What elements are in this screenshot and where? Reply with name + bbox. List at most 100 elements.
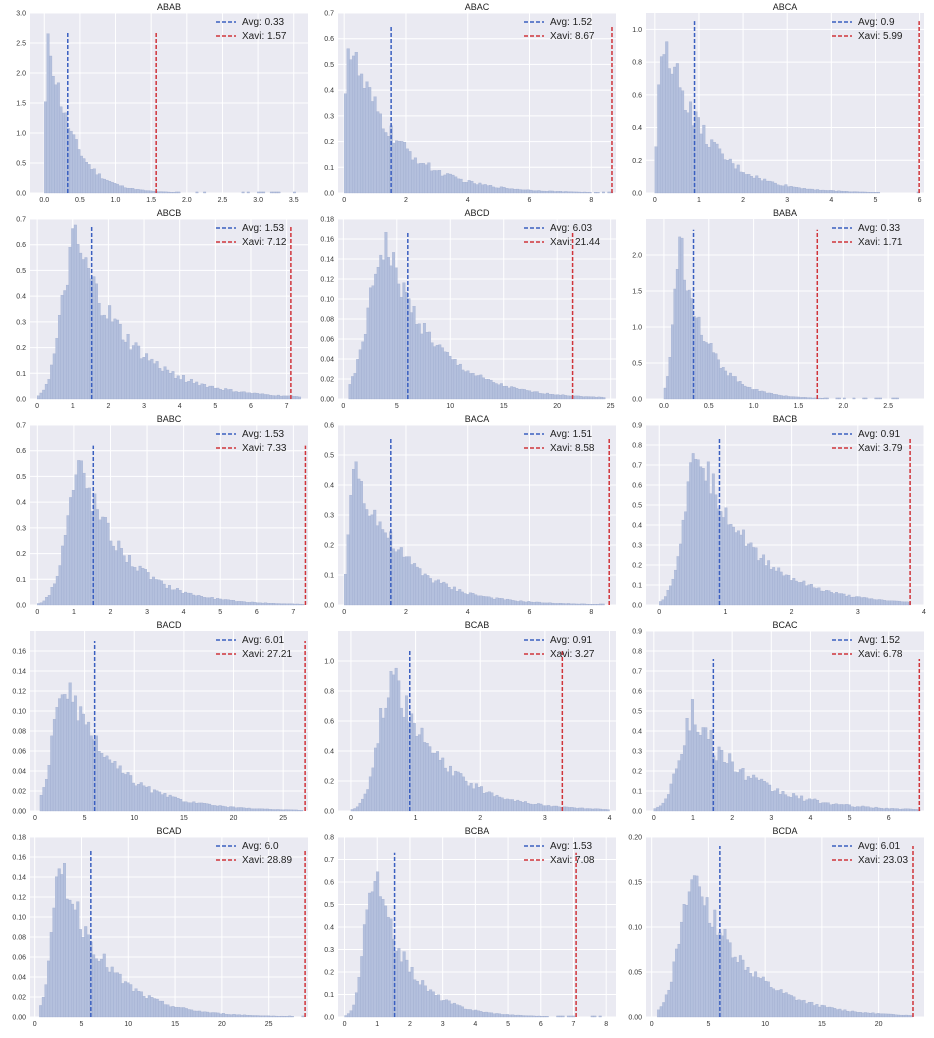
histogram-bar xyxy=(195,1010,199,1018)
histogram-bar xyxy=(260,808,264,812)
histogram-bar xyxy=(809,397,812,400)
histogram-bar xyxy=(98,519,102,606)
histogram-bar xyxy=(171,371,175,400)
histogram-bar xyxy=(87,487,91,606)
histogram-bar xyxy=(499,383,503,400)
histogram-bar xyxy=(216,387,220,400)
panel-title: BCAC xyxy=(772,620,798,630)
histogram-bar xyxy=(537,1015,541,1018)
histogram-bar xyxy=(891,397,895,400)
histogram-bar xyxy=(397,141,401,194)
histogram-bar xyxy=(602,397,606,400)
histogram-bar xyxy=(800,188,804,194)
histogram-bar xyxy=(749,777,753,812)
histogram-bar xyxy=(451,359,455,400)
histogram-bar xyxy=(903,808,907,812)
x-tick-label: 10 xyxy=(446,403,454,410)
x-tick-label: 5 xyxy=(218,609,222,616)
histogram-bar xyxy=(381,899,385,1018)
histogram-bar xyxy=(105,179,109,194)
x-tick-label: 1 xyxy=(375,1021,379,1028)
histogram-bar xyxy=(179,799,183,812)
histogram-bar xyxy=(516,799,520,812)
histogram-panel-abca: 0 1 2 3 4 5 6 0.0 0.2 0.4 0.6 0.8 1.0 ABCA Avg: 0.9 Xav… xyxy=(616,0,926,210)
x-tick-label: 4 xyxy=(808,815,812,822)
histogram-bar xyxy=(118,765,122,812)
histogram-bar xyxy=(725,763,729,812)
histogram-bar xyxy=(749,973,752,1018)
histogram-bar xyxy=(36,395,40,400)
histogram-bar xyxy=(239,807,243,812)
x-tick-label: 5 xyxy=(213,403,217,410)
histogram-bar xyxy=(47,765,51,812)
histogram-bar xyxy=(276,394,280,400)
histogram-bar xyxy=(715,143,719,194)
histogram-bar xyxy=(442,1000,446,1018)
histogram-bar xyxy=(498,796,502,812)
histogram-bar xyxy=(821,189,825,194)
histogram-bar xyxy=(784,992,788,1018)
histogram-bar xyxy=(693,724,697,812)
histogram-bar xyxy=(363,334,367,400)
histogram-bar xyxy=(697,117,700,194)
histogram-bar xyxy=(60,295,64,400)
y-tick-label: 0.02 xyxy=(12,995,26,1002)
y-tick-label: 0.5 xyxy=(632,361,642,368)
histogram-bar xyxy=(681,519,685,606)
histogram-bar xyxy=(241,191,245,194)
histogram-bar xyxy=(818,803,822,812)
x-tick-label: 4 xyxy=(829,197,833,204)
histogram-bar xyxy=(466,370,470,400)
histogram-bar xyxy=(451,174,455,194)
histogram-bar xyxy=(448,173,452,194)
histogram-bar xyxy=(202,803,206,812)
histogram-bar xyxy=(77,149,81,194)
histogram-bar xyxy=(545,1016,549,1018)
y-tick-label: 2.5 xyxy=(16,41,26,48)
histogram-bar xyxy=(435,345,439,400)
y-tick-label: 0.0 xyxy=(16,397,26,404)
histogram-bar xyxy=(203,384,207,400)
histogram-panel-abcb: 0 1 2 3 4 5 6 7 0.0 0.1 0.2 0.3 0.4 0.5 0.6 0.7 ABCB Avg:… xyxy=(0,206,310,416)
histogram-bar xyxy=(403,142,407,194)
histogram-bar xyxy=(176,588,179,606)
histogram-bar xyxy=(198,1010,202,1018)
histogram-bar xyxy=(505,1014,509,1018)
panel-title: ABCD xyxy=(464,208,490,218)
histogram-bar xyxy=(669,783,673,812)
histogram-bar xyxy=(569,603,573,606)
y-tick-label: 0.0 xyxy=(324,1015,334,1022)
histogram-bar xyxy=(234,807,238,812)
histogram-bar xyxy=(508,799,512,812)
histogram-bar xyxy=(116,319,120,400)
histogram-bar xyxy=(879,808,883,812)
histogram-bar xyxy=(386,697,390,812)
histogram-bar xyxy=(187,381,191,400)
histogram-bar xyxy=(732,526,735,606)
histogram-bar xyxy=(95,509,99,606)
histogram-bar xyxy=(437,994,441,1018)
histogram-bar xyxy=(894,1014,898,1018)
histogram-bar xyxy=(443,351,447,400)
histogram-bar xyxy=(818,190,822,194)
histogram-bar xyxy=(850,596,854,606)
histogram-bar xyxy=(593,604,597,606)
histogram-bar xyxy=(133,189,137,194)
histogram-bar xyxy=(731,163,735,194)
histogram-bar xyxy=(562,806,566,812)
histogram-bar xyxy=(721,935,724,1018)
histogram-bar xyxy=(782,395,786,400)
histogram-bar xyxy=(484,379,488,400)
x-tick-label: 3.5 xyxy=(289,197,299,204)
histogram-bar xyxy=(446,771,450,812)
histogram-bar xyxy=(381,529,385,606)
histogram-panel-baba: 0.0 0.5 1.0 1.5 2.0 2.5 0.0 0.5 1.0 1.5 2.0 BABA Avg… xyxy=(616,206,926,416)
histogram-bar xyxy=(42,600,46,606)
histogram-bar xyxy=(808,798,812,812)
y-tick-label: 0.6 xyxy=(632,689,642,696)
histogram-bar xyxy=(802,188,806,194)
y-tick-label: 0.6 xyxy=(632,483,642,490)
histogram-bar xyxy=(55,876,59,1018)
histogram-bar xyxy=(153,998,157,1018)
